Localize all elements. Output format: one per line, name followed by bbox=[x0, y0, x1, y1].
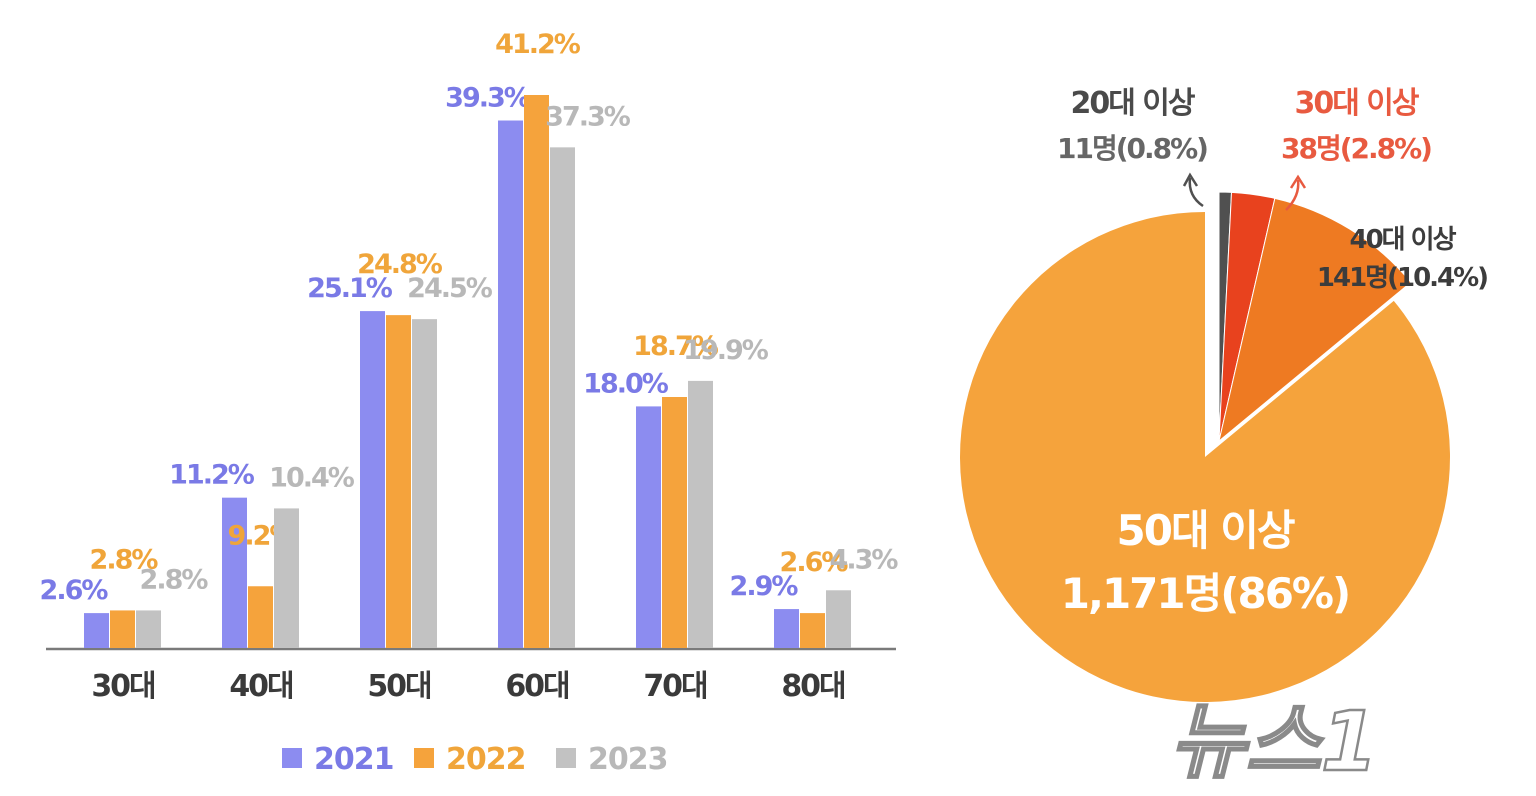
pie-label-name: 30대 이상 bbox=[1295, 86, 1420, 121]
x-tick-label: 40대 bbox=[229, 669, 293, 704]
data-label-2023-80대: 4.3% bbox=[830, 544, 899, 575]
bar-2022-50대 bbox=[386, 315, 411, 648]
arrow-20s bbox=[1188, 177, 1204, 208]
pie-slice-20대 이상 bbox=[1218, 191, 1233, 442]
bar-2023-40대 bbox=[274, 508, 299, 648]
bar-2022-80대 bbox=[800, 613, 825, 648]
x-tick-label: 70대 bbox=[643, 669, 707, 704]
data-label-2022-80대: 2.6% bbox=[780, 547, 849, 578]
data-label-2021-50대: 25.1% bbox=[307, 273, 393, 304]
data-label-2021-80대: 2.9% bbox=[730, 571, 799, 602]
data-label-2023-50대: 24.5% bbox=[407, 273, 493, 304]
pie-slice-30대 이상 bbox=[1218, 191, 1276, 442]
bar-2022-60대 bbox=[524, 95, 549, 648]
bar-2021-50대 bbox=[360, 311, 385, 648]
pie-label-name: 40대 이상 bbox=[1350, 225, 1457, 255]
bar-2021-30대 bbox=[84, 613, 109, 648]
x-tick-label: 60대 bbox=[505, 669, 569, 704]
legend-swatch-2023 bbox=[556, 748, 576, 768]
x-tick-label: 50대 bbox=[367, 669, 431, 704]
arrow-head-20s bbox=[1182, 172, 1199, 187]
bar-2022-70대 bbox=[662, 397, 687, 648]
bar-2023-60대 bbox=[550, 147, 575, 648]
bar-chart: 2.6%2.8%2.8%30대11.2%9.2%10.4%40대25.1%24.… bbox=[40, 29, 901, 777]
data-label-2021-40대: 11.2% bbox=[169, 460, 255, 491]
watermark-text: 뉴스1 bbox=[1170, 695, 1378, 790]
pie-slice-50대 이상 bbox=[960, 212, 1450, 702]
data-label-2023-40대: 10.4% bbox=[269, 462, 355, 493]
bar-2021-40대 bbox=[222, 497, 247, 648]
bar-2021-60대 bbox=[498, 120, 523, 648]
bar-2021-70대 bbox=[636, 406, 661, 648]
pie-label-count: 11명(0.8%) bbox=[1057, 132, 1207, 165]
data-label-2022-50대: 24.8% bbox=[357, 249, 443, 280]
data-label-2022-60대: 41.2% bbox=[495, 29, 581, 60]
bar-2023-70대 bbox=[688, 380, 713, 648]
bar-2021-80대 bbox=[774, 609, 799, 648]
bar-2023-80대 bbox=[826, 590, 851, 648]
legend-label-2022: 2022 bbox=[446, 742, 526, 777]
pie-slice-40대 이상 bbox=[1218, 197, 1412, 443]
bar-2023-30대 bbox=[136, 610, 161, 648]
data-label-2021-30대: 2.6% bbox=[40, 575, 109, 606]
pie-label-name: 50대 이상 bbox=[1117, 506, 1295, 555]
bar-2022-30대 bbox=[110, 610, 135, 648]
pie-label-count: 141명(10.4%) bbox=[1317, 263, 1487, 293]
legend-swatch-2021 bbox=[282, 748, 302, 768]
arrow-head-30s bbox=[1289, 174, 1307, 189]
data-label-2021-60대: 39.3% bbox=[445, 83, 531, 114]
data-label-2022-70대: 18.7% bbox=[633, 331, 719, 362]
legend-swatch-2022 bbox=[414, 748, 434, 768]
data-label-2021-70대: 18.0% bbox=[583, 368, 669, 399]
data-label-2023-60대: 37.3% bbox=[545, 101, 631, 132]
data-label-2023-30대: 2.8% bbox=[140, 564, 209, 595]
x-tick-label: 80대 bbox=[781, 669, 845, 704]
bar-2022-40대 bbox=[248, 586, 273, 648]
bar-2023-50대 bbox=[412, 319, 437, 648]
pie-label-count: 1,171명(86%) bbox=[1061, 569, 1349, 618]
pie-label-count: 38명(2.8%) bbox=[1281, 132, 1431, 165]
arrow-30s bbox=[1285, 179, 1300, 211]
data-label-2022-30대: 2.8% bbox=[90, 544, 159, 575]
legend-label-2021: 2021 bbox=[314, 742, 394, 777]
x-tick-label: 30대 bbox=[91, 669, 155, 704]
pie-label-name: 20대 이상 bbox=[1071, 86, 1196, 121]
legend-label-2023: 2023 bbox=[588, 742, 668, 777]
data-label-2023-70대: 19.9% bbox=[683, 335, 769, 366]
